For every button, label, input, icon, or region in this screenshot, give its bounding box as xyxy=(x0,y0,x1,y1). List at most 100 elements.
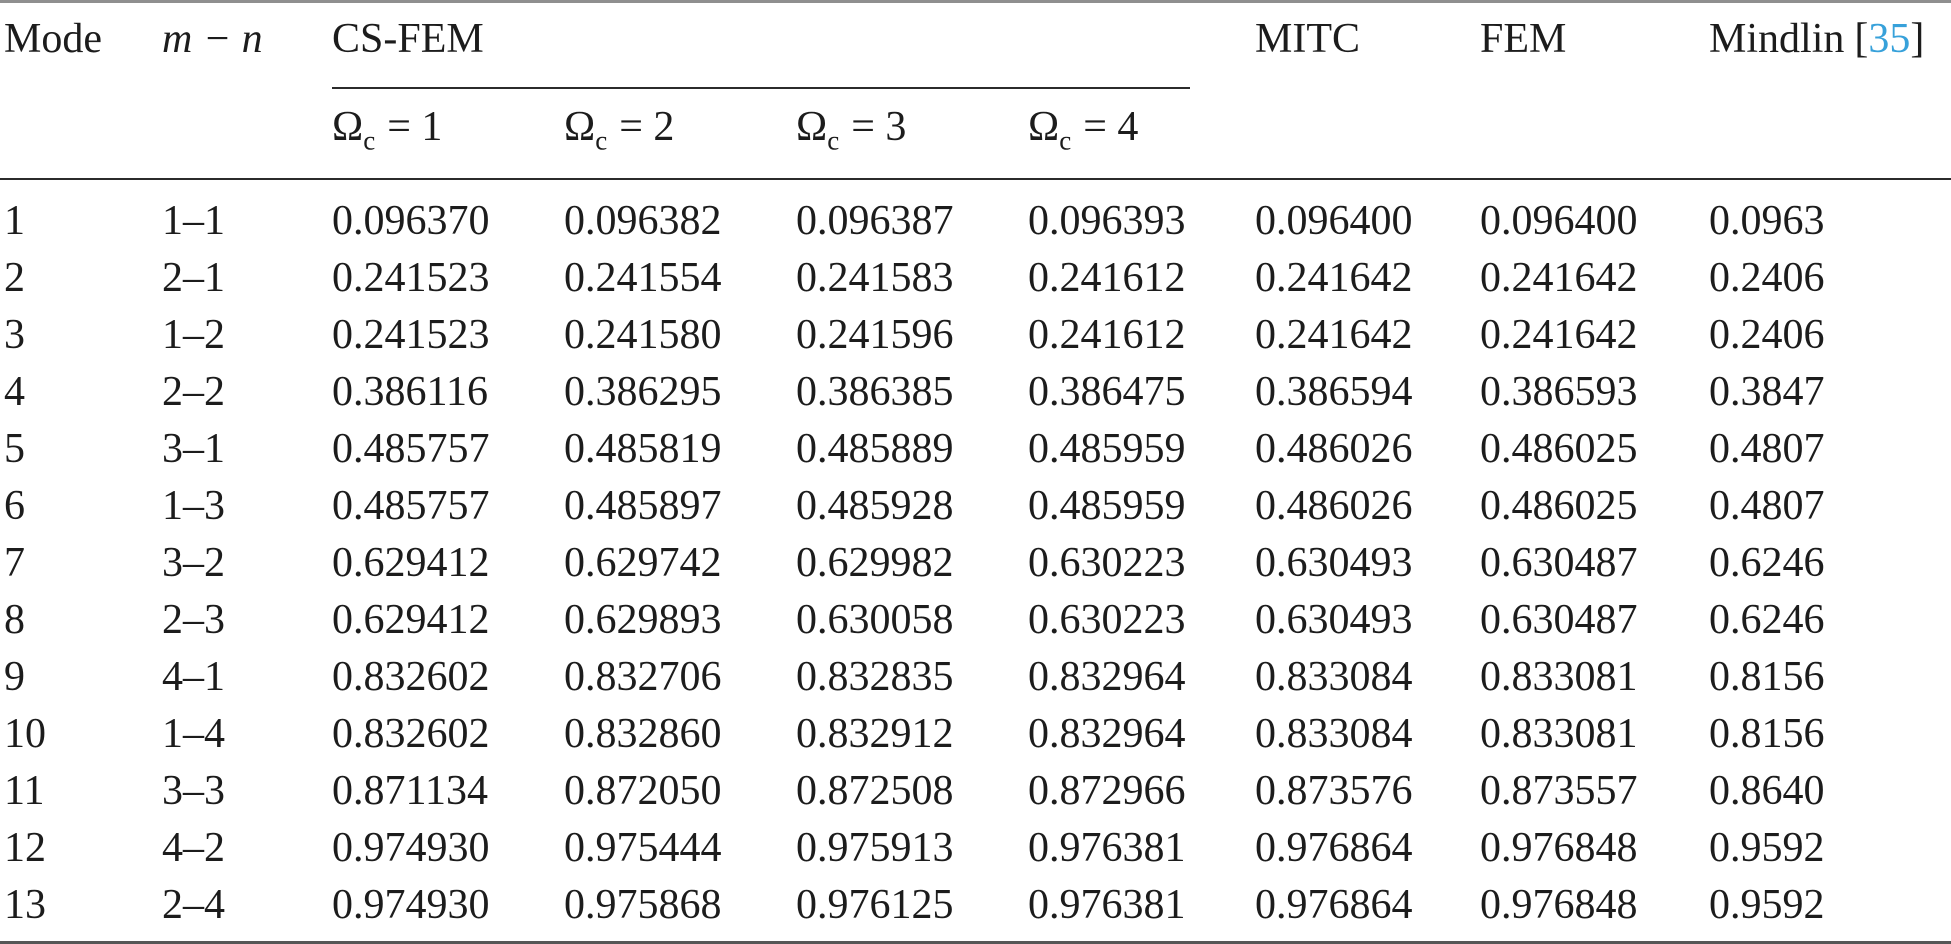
cell-mitc: 0.241642 xyxy=(1255,311,1413,358)
omega-equals-value: = 4 xyxy=(1083,104,1139,150)
cell-fem: 0.630487 xyxy=(1480,539,1638,586)
cell-w1: 0.096370 xyxy=(332,197,490,244)
cell-w4: 0.386475 xyxy=(1028,368,1186,415)
cell-w1: 0.974930 xyxy=(332,876,564,944)
cell-w3: 0.096387 xyxy=(796,197,954,244)
cell-fem: 0.873557 xyxy=(1480,767,1638,814)
citation-bracket-open: [ xyxy=(1854,16,1869,62)
cell-w4: 0.976381 xyxy=(1028,824,1186,871)
cell-mitc: 0.873576 xyxy=(1255,767,1413,814)
cell-w4: 0.872966 xyxy=(1028,767,1186,814)
cell-w2: 0.096382 xyxy=(564,197,722,244)
cell-mitc: 0.630493 xyxy=(1255,539,1413,586)
cell-w4: 0.485959 xyxy=(1028,425,1186,472)
cell-w4: 0.096393 xyxy=(1028,197,1186,244)
cell-w3: 0.241596 xyxy=(796,311,954,358)
cell-mode: 6 xyxy=(4,482,25,529)
cell-w4: 0.630223 xyxy=(1028,596,1186,643)
cell-w2: 0.975868 xyxy=(564,876,796,944)
column-header-mindlin-label: Mindlin xyxy=(1709,16,1845,62)
cell-w3: 0.975913 xyxy=(796,824,954,871)
subheader-omega-c-2: Ωc = 2 xyxy=(564,89,796,180)
table-row: 4 2–2 0.386116 0.386295 0.386385 0.386475 0.38… xyxy=(0,363,1951,420)
cell-fem: 0.386593 xyxy=(1480,368,1638,415)
cell-w2: 0.241580 xyxy=(564,311,722,358)
cell-mn: 2–1 xyxy=(162,254,225,301)
cell-mindlin: 0.9592 xyxy=(1709,824,1825,871)
cell-w3: 0.976125 xyxy=(796,876,1028,944)
cell-mitc: 0.241642 xyxy=(1255,254,1413,301)
cell-w2: 0.241554 xyxy=(564,254,722,301)
cell-fem: 0.241642 xyxy=(1480,254,1638,301)
cell-mode: 12 xyxy=(4,824,46,871)
cell-w1: 0.871134 xyxy=(332,767,488,814)
cell-mitc: 0.386594 xyxy=(1255,368,1413,415)
cell-w1: 0.832602 xyxy=(332,710,490,757)
table-row: 6 1–3 0.485757 0.485897 0.485928 0.485959 0.48… xyxy=(0,477,1951,534)
cs-fem-group-label: CS-FEM xyxy=(332,16,484,62)
cell-mn: 3–1 xyxy=(162,425,225,472)
cell-w3: 0.629982 xyxy=(796,539,954,586)
cell-mindlin: 0.4807 xyxy=(1709,482,1825,529)
cell-mindlin: 0.6246 xyxy=(1709,539,1825,586)
cell-mitc: 0.833084 xyxy=(1255,710,1413,757)
cell-mindlin: 0.8156 xyxy=(1709,653,1825,700)
cell-mindlin: 0.2406 xyxy=(1709,311,1825,358)
table-row: 1 1–1 0.096370 0.096382 0.096387 0.096393 0.09… xyxy=(0,179,1951,249)
column-header-fem: FEM xyxy=(1480,1,1710,180)
cell-mn: 1–3 xyxy=(162,482,225,529)
table-row: 5 3–1 0.485757 0.485819 0.485889 0.485959 0.48… xyxy=(0,420,1951,477)
cell-w4: 0.630223 xyxy=(1028,539,1186,586)
table-row: 7 3–2 0.629412 0.629742 0.629982 0.630223 0.63… xyxy=(0,534,1951,591)
cell-w2: 0.629742 xyxy=(564,539,722,586)
cell-w3: 0.485889 xyxy=(796,425,954,472)
cell-fem: 0.486025 xyxy=(1480,482,1638,529)
table-row: 8 2–3 0.629412 0.629893 0.630058 0.630223 0.63… xyxy=(0,591,1951,648)
cell-w4: 0.832964 xyxy=(1028,710,1186,757)
omega-subscript: c xyxy=(1059,125,1072,156)
cell-mode: 9 xyxy=(4,653,25,700)
cell-w1: 0.386116 xyxy=(332,368,488,415)
cell-mitc: 0.486026 xyxy=(1255,425,1413,472)
cell-w3: 0.386385 xyxy=(796,368,954,415)
citation-bracket-close: ] xyxy=(1910,16,1925,62)
omega-equals-value: = 1 xyxy=(387,104,443,150)
cs-fem-group-rule xyxy=(332,87,1191,89)
omega-equals-value: = 3 xyxy=(851,104,907,150)
table-row: 3 1–2 0.241523 0.241580 0.241596 0.241612 0.24… xyxy=(0,306,1951,363)
cell-w3: 0.832912 xyxy=(796,710,954,757)
cell-mitc: 0.630493 xyxy=(1255,596,1413,643)
cell-w1: 0.974930 xyxy=(332,824,490,871)
omega-symbol: Ω xyxy=(1028,104,1060,150)
cell-mindlin: 0.8640 xyxy=(1709,767,1825,814)
cell-mitc: 0.976864 xyxy=(1255,876,1481,944)
cell-w1: 0.241523 xyxy=(332,254,490,301)
cell-w3: 0.872508 xyxy=(796,767,954,814)
cell-mindlin: 0.3847 xyxy=(1709,368,1825,415)
cell-mode: 7 xyxy=(4,539,25,586)
table-row: 11 3–3 0.871134 0.872050 0.872508 0.872966 0.8… xyxy=(0,762,1951,819)
cell-mn: 4–2 xyxy=(162,824,225,871)
cell-mode: 10 xyxy=(4,710,46,757)
cell-mode: 11 xyxy=(4,767,45,814)
cell-fem: 0.241642 xyxy=(1480,311,1638,358)
cell-mn: 3–3 xyxy=(162,767,225,814)
subheader-omega-c-3: Ωc = 3 xyxy=(796,89,1028,180)
cell-fem: 0.976848 xyxy=(1480,824,1638,871)
citation-link-35[interactable]: 35 xyxy=(1868,16,1911,62)
cell-w1: 0.629412 xyxy=(332,596,490,643)
cell-w1: 0.241523 xyxy=(332,311,490,358)
cell-mode: 1 xyxy=(4,197,25,244)
column-header-mn: m − n xyxy=(162,1,332,180)
column-header-mn-label: m − n xyxy=(162,16,263,62)
cell-mode: 3 xyxy=(4,311,25,358)
table-row: 10 1–4 0.832602 0.832860 0.832912 0.832964 0.8… xyxy=(0,705,1951,762)
column-header-fem-label: FEM xyxy=(1480,16,1567,62)
cell-w3: 0.485928 xyxy=(796,482,954,529)
cell-mitc: 0.486026 xyxy=(1255,482,1413,529)
omega-symbol: Ω xyxy=(332,104,364,150)
cell-w4: 0.241612 xyxy=(1028,254,1186,301)
table-header: Mode m − n CS-FEM MITC FEM Mindlin [35] Ω… xyxy=(0,1,1951,180)
cell-mindlin: 0.9592 xyxy=(1709,876,1951,944)
